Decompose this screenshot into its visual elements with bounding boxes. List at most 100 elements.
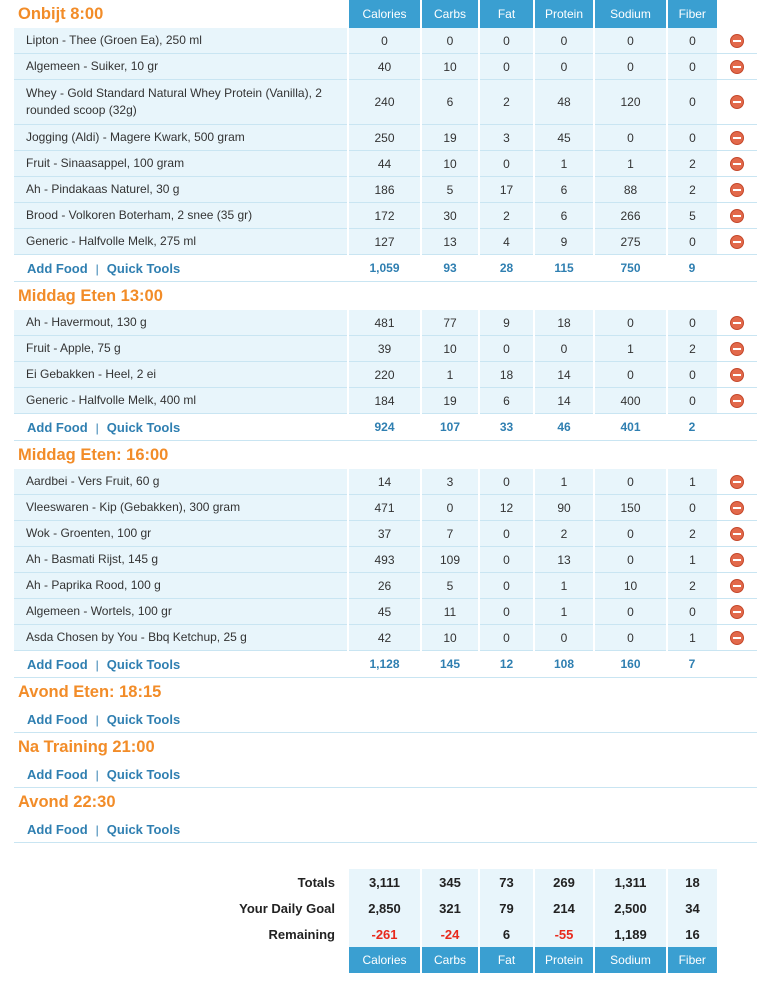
meal-total-calories: 1,059 — [348, 254, 421, 282]
minus-circle-icon[interactable] — [730, 156, 744, 171]
food-name[interactable]: Algemeen - Wortels, 100 gr — [14, 598, 348, 625]
column-header-carbs: Carbs — [420, 0, 480, 28]
footer-spacer — [14, 947, 348, 973]
summary-totals-fat: 73 — [478, 869, 534, 895]
add-food-link[interactable]: Add Food — [27, 766, 88, 782]
food-name[interactable]: Ah - Pindakaas Naturel, 30 g — [14, 176, 348, 203]
food-sodium: 120 — [593, 79, 667, 125]
summary-label-goal: Your Daily Goal — [239, 900, 335, 916]
quick-tools-link[interactable]: Quick Tools — [106, 260, 181, 276]
minus-circle-icon[interactable] — [730, 578, 744, 593]
food-row: Whey - Gold Standard Natural Whey Protei… — [14, 79, 757, 125]
delete-cell — [717, 546, 757, 573]
food-name[interactable]: Fruit - Sinaasappel, 100 gram — [14, 150, 348, 177]
minus-circle-icon[interactable] — [730, 59, 744, 74]
minus-circle-icon[interactable] — [730, 33, 744, 48]
food-name[interactable]: Algemeen - Suiker, 10 gr — [14, 53, 348, 80]
food-fiber: 0 — [666, 53, 717, 80]
food-protein: 14 — [533, 361, 594, 388]
subtotal-spacer — [717, 413, 757, 441]
column-header-sodium: Sodium — [593, 0, 668, 28]
summary-goal-protein: 214 — [533, 895, 594, 921]
minus-circle-icon[interactable] — [730, 182, 744, 197]
food-name[interactable]: Whey - Gold Standard Natural Whey Protei… — [14, 79, 348, 125]
meal-total-sodium: 750 — [594, 254, 667, 282]
food-fat: 9 — [478, 310, 534, 336]
subtotal-spacer — [717, 650, 757, 678]
meal-links: Add Food | Quick Tools — [14, 650, 348, 678]
meal-total-protein: 46 — [534, 413, 594, 441]
food-fiber: 0 — [666, 28, 717, 54]
add-food-link[interactable]: Add Food — [27, 419, 88, 435]
food-fiber: 2 — [666, 335, 717, 362]
minus-circle-icon[interactable] — [730, 526, 744, 541]
food-sodium: 0 — [593, 361, 667, 388]
minus-circle-icon[interactable] — [730, 393, 744, 408]
minus-circle-icon[interactable] — [730, 630, 744, 645]
food-fiber: 0 — [666, 598, 717, 625]
food-sodium: 150 — [593, 494, 667, 521]
food-row: Lipton - Thee (Groen Ea), 250 ml 0 0 0 0 0 0 — [14, 28, 757, 54]
add-food-link[interactable]: Add Food — [27, 821, 88, 837]
food-name[interactable]: Generic - Halfvolle Melk, 275 ml — [14, 228, 348, 255]
food-name[interactable]: Ah - Basmati Rijst, 145 g — [14, 546, 348, 573]
minus-circle-icon[interactable] — [730, 604, 744, 619]
food-row: Generic - Halfvolle Melk, 275 ml 127 13 4 9 2… — [14, 228, 757, 255]
quick-tools-link[interactable]: Quick Tools — [106, 656, 181, 672]
food-name[interactable]: Ah - Paprika Rood, 100 g — [14, 572, 348, 599]
food-name[interactable]: Generic - Halfvolle Melk, 400 ml — [14, 387, 348, 414]
food-fat: 0 — [478, 53, 534, 80]
food-calories: 14 — [347, 469, 421, 495]
quick-tools-link[interactable]: Quick Tools — [106, 419, 181, 435]
minus-circle-icon[interactable] — [730, 341, 744, 356]
food-calories: 250 — [347, 124, 421, 151]
food-carbs: 10 — [420, 335, 479, 362]
quick-tools-link[interactable]: Quick Tools — [106, 711, 181, 727]
quick-tools-link[interactable]: Quick Tools — [106, 766, 181, 782]
minus-circle-icon[interactable] — [730, 130, 744, 145]
minus-circle-icon[interactable] — [730, 367, 744, 382]
food-name[interactable]: Aardbei - Vers Fruit, 60 g — [14, 469, 348, 495]
food-calories: 40 — [347, 53, 421, 80]
meal-total-fat: 12 — [479, 650, 534, 678]
add-food-link[interactable]: Add Food — [27, 656, 88, 672]
food-name[interactable]: Ei Gebakken - Heel, 2 ei — [14, 361, 348, 388]
food-protein: 45 — [533, 124, 594, 151]
delete-cell — [717, 53, 757, 80]
food-fat: 2 — [478, 202, 534, 229]
minus-circle-icon[interactable] — [730, 500, 744, 515]
quick-tools-link[interactable]: Quick Tools — [106, 821, 181, 837]
minus-circle-icon[interactable] — [730, 552, 744, 567]
food-name[interactable]: Ah - Havermout, 130 g — [14, 310, 348, 336]
delete-cell — [717, 361, 757, 388]
minus-circle-icon[interactable] — [730, 315, 744, 330]
food-name[interactable]: Asda Chosen by You - Bbq Ketchup, 25 g — [14, 624, 348, 651]
food-name[interactable]: Wok - Groenten, 100 gr — [14, 520, 348, 547]
meal-header-row: Avond 22:30 — [14, 788, 757, 817]
summary-remaining-fat: 6 — [478, 921, 534, 947]
food-protein: 1 — [533, 150, 594, 177]
meal-links: Add Food | Quick Tools — [14, 706, 348, 733]
food-sodium: 0 — [593, 598, 667, 625]
food-name[interactable]: Fruit - Apple, 75 g — [14, 335, 348, 362]
food-fat: 0 — [478, 335, 534, 362]
delete-cell — [717, 79, 757, 125]
food-name[interactable]: Brood - Volkoren Boterham, 2 snee (35 gr… — [14, 202, 348, 229]
food-calories: 240 — [347, 79, 421, 125]
meal-title: Na Training 21:00 — [18, 737, 155, 756]
add-food-link[interactable]: Add Food — [27, 711, 88, 727]
minus-circle-icon[interactable] — [730, 208, 744, 223]
minus-circle-icon[interactable] — [730, 95, 744, 110]
meal-total-protein: 115 — [534, 254, 594, 282]
add-food-link[interactable]: Add Food — [27, 260, 88, 276]
food-fat: 3 — [478, 124, 534, 151]
summary-remaining-calories: -261 — [347, 921, 421, 947]
food-name[interactable]: Jogging (Aldi) - Magere Kwark, 500 gram — [14, 124, 348, 151]
food-fiber: 0 — [666, 79, 717, 125]
food-name[interactable]: Vleeswaren - Kip (Gebakken), 300 gram — [14, 494, 348, 521]
minus-circle-icon[interactable] — [730, 474, 744, 489]
minus-circle-icon[interactable] — [730, 234, 744, 249]
delete-cell — [717, 202, 757, 229]
food-carbs: 0 — [420, 494, 479, 521]
food-name[interactable]: Lipton - Thee (Groen Ea), 250 ml — [14, 28, 348, 54]
